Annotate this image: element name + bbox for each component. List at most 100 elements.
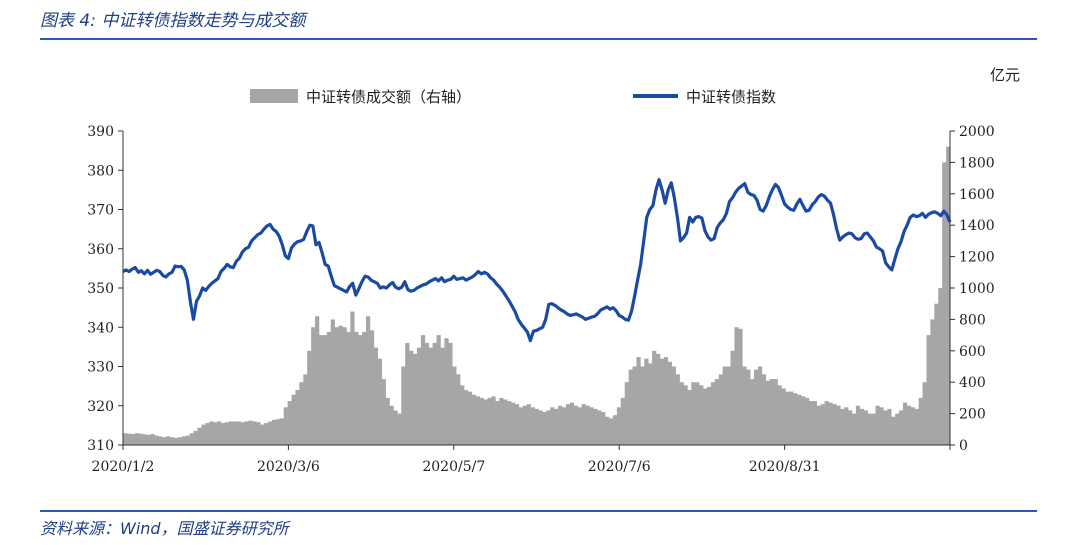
volume-bars — [123, 146, 951, 445]
volume-bar — [558, 405, 563, 445]
volume-bar — [593, 408, 598, 445]
volume-bar — [495, 401, 500, 445]
volume-bar — [906, 405, 912, 445]
volume-bar — [695, 382, 700, 445]
volume-bar — [158, 436, 163, 445]
volume-bar — [334, 327, 339, 445]
volume-bar — [123, 433, 128, 445]
volume-bar — [318, 335, 324, 445]
volume-bar — [354, 331, 359, 445]
bottom-rule — [40, 510, 1037, 512]
volume-bar — [264, 423, 269, 445]
volume-bar — [142, 434, 147, 445]
volume-bar — [561, 407, 567, 445]
volume-bar — [217, 421, 222, 445]
volume-bar — [138, 433, 143, 445]
volume-bar — [471, 394, 477, 445]
volume-bar — [389, 405, 394, 445]
volume-bar — [942, 162, 947, 445]
volume-bar — [659, 358, 665, 445]
volume-bar — [413, 353, 418, 445]
volume-bar — [734, 327, 739, 445]
volume-bar — [699, 385, 704, 445]
volume-bar — [746, 369, 751, 445]
volume-bar — [585, 405, 590, 445]
volume-bar — [859, 408, 865, 445]
volume-bar — [816, 405, 821, 445]
volume-bar — [503, 399, 508, 445]
volume-bar — [891, 416, 896, 445]
volume-bar — [750, 379, 755, 445]
x-tick-label: 2020/3/6 — [257, 459, 320, 475]
volume-bar — [844, 407, 849, 445]
volume-bar — [534, 408, 539, 445]
index-line-layer — [122, 178, 952, 343]
volume-bar — [260, 424, 265, 445]
volume-bar — [275, 419, 281, 445]
volume-bar — [479, 397, 484, 445]
volume-bar — [616, 407, 622, 445]
left-tick-label: 340 — [87, 320, 114, 336]
volume-bar — [852, 413, 857, 445]
legend: 中证转债成交额（右轴） 中证转债指数 — [250, 88, 776, 106]
legend-label-index: 中证转债指数 — [686, 88, 776, 106]
figure-title: 图表 4: 中证转债指数走势与成交额 — [40, 11, 306, 31]
volume-bar — [350, 311, 355, 445]
volume-bar — [209, 421, 214, 445]
volume-bar — [789, 391, 794, 445]
volume-bar — [232, 421, 237, 445]
volume-bar — [910, 407, 916, 445]
volume-bar — [605, 416, 610, 445]
volume-bar — [518, 407, 524, 445]
volume-bar — [550, 407, 555, 445]
volume-bar — [589, 407, 594, 445]
volume-bar — [448, 342, 453, 445]
volume-bar — [871, 413, 876, 445]
volume-bar — [624, 382, 629, 445]
volume-bar — [636, 357, 641, 445]
volume-bar — [420, 335, 426, 445]
right-tick-label: 0 — [959, 438, 968, 454]
volume-bar — [381, 379, 386, 445]
volume-bar — [256, 422, 261, 445]
volume-bar — [707, 386, 712, 445]
volume-bar — [938, 288, 943, 445]
volume-bar — [628, 369, 633, 445]
volume-bar — [726, 366, 731, 445]
volume-bar — [514, 404, 520, 445]
volume-bar — [769, 379, 774, 445]
volume-bar — [166, 436, 171, 445]
volume-bar — [248, 420, 253, 445]
volume-bar — [428, 347, 433, 445]
volume-bar — [832, 404, 837, 445]
volume-bar — [326, 331, 332, 445]
volume-bar — [181, 436, 187, 445]
volume-bar — [295, 390, 300, 445]
volume-bar — [366, 316, 371, 445]
volume-bar — [303, 374, 308, 445]
volume-bar — [362, 331, 367, 445]
volume-bar — [777, 385, 782, 445]
volume-bar — [240, 422, 245, 445]
volume-bar — [271, 419, 277, 445]
legend-label-volume: 中证转债成交额（右轴） — [306, 88, 471, 106]
volume-bar — [687, 390, 692, 445]
volume-bar — [675, 374, 680, 445]
volume-bar — [902, 402, 908, 445]
right-tick-label: 400 — [959, 375, 986, 391]
volume-bar — [781, 388, 786, 445]
volume-bar — [487, 397, 492, 445]
left-tick-label: 330 — [87, 360, 114, 376]
volume-bar — [224, 422, 230, 445]
volume-bar — [879, 407, 884, 445]
volume-bar — [236, 421, 241, 445]
volume-bar — [785, 391, 790, 445]
volume-bar — [620, 397, 625, 445]
volume-bar — [863, 410, 868, 445]
volume-bar — [162, 437, 167, 445]
volume-bar — [757, 366, 763, 445]
volume-bar — [828, 402, 833, 445]
volume-bar — [315, 316, 320, 445]
volume-bar — [918, 397, 923, 445]
